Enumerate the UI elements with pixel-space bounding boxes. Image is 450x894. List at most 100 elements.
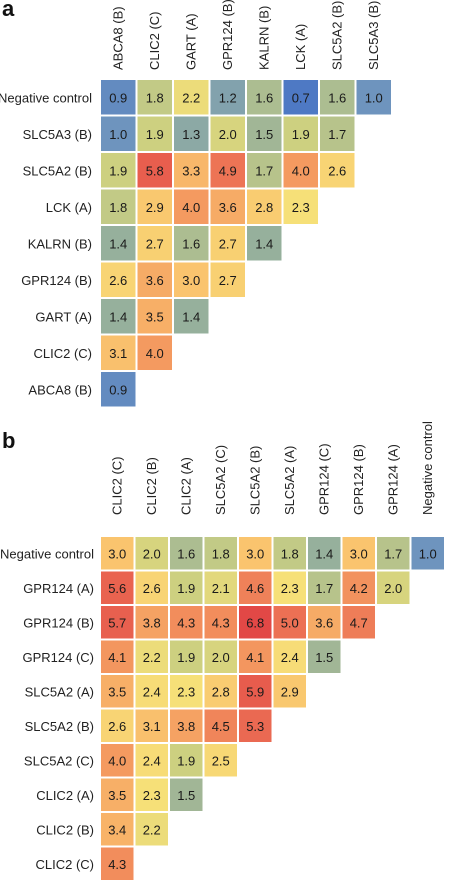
heatmap-cell: [101, 813, 134, 846]
cell-value-label: 3.6: [219, 200, 237, 215]
heatmap-cell: [377, 537, 410, 570]
cell-value-label: 1.7: [315, 581, 333, 596]
heatmap-cell: [135, 675, 168, 708]
heatmap-cell: [210, 116, 245, 151]
heatmap-cell: [170, 778, 203, 811]
cell-value-label: 3.0: [108, 546, 126, 561]
cell-value-label: 5.3: [246, 719, 264, 734]
cell-value-label: 4.3: [177, 615, 195, 630]
row-label: CLIC2 (C): [35, 857, 94, 872]
heatmap-cell: [101, 262, 136, 297]
cell-value-label: 5.8: [146, 163, 164, 178]
cell-value-label: 0.9: [109, 382, 127, 397]
cell-value-label: 1.0: [419, 546, 437, 561]
column-label: CLIC2 (C): [147, 11, 162, 70]
cell-value-label: 1.9: [292, 127, 310, 142]
heatmap-cell: [101, 372, 136, 407]
cell-value-label: 2.4: [281, 650, 299, 665]
cell-value-label: 1.6: [177, 546, 195, 561]
row-label: CLIC2 (C): [33, 346, 92, 361]
cell-value-label: 1.9: [109, 163, 127, 178]
cell-value-label: 4.3: [212, 615, 230, 630]
column-label: KALRN (B): [256, 6, 271, 70]
heatmap-cell: [239, 571, 272, 604]
column-label: GART (A): [183, 13, 198, 70]
cell-value-label: 1.4: [109, 236, 127, 251]
cell-value-label: 3.8: [143, 615, 161, 630]
cell-value-label: 4.1: [246, 650, 264, 665]
heatmap-cell: [283, 116, 318, 151]
row-label: SLC5A2 (B): [25, 719, 94, 734]
heatmap-cell: [204, 537, 237, 570]
heatmap-cell: [283, 153, 318, 188]
cell-value-label: 2.6: [109, 273, 127, 288]
heatmap-cell: [137, 335, 172, 370]
heatmap-cell: [239, 709, 272, 742]
cell-value-label: 1.7: [328, 127, 346, 142]
column-label: SLC5A2 (B): [329, 1, 344, 70]
heatmap-cell: [137, 262, 172, 297]
heatmap-panel-b: CLIC2 (C) CLIC2 (B) CLIC2 (A) SLC5A2 (C) SLC…: [0, 421, 444, 880]
heatmap-cell: [210, 189, 245, 224]
cell-value-label: 1.5: [255, 127, 273, 142]
row-label: SLC5A3 (B): [23, 127, 92, 142]
heatmap-cell: [101, 640, 134, 673]
heatmap-cell: [174, 299, 209, 334]
heatmap-cell: [239, 606, 272, 639]
cell-value-label: 2.5: [212, 753, 230, 768]
heatmap-cell: [204, 606, 237, 639]
heatmap-cell: [273, 571, 306, 604]
row-label: GPR124 (B): [21, 273, 92, 288]
heatmap-cell: [283, 189, 318, 224]
row-label: LCK (A): [46, 200, 92, 215]
heatmap-cell: [342, 537, 375, 570]
row-label: GART (A): [35, 309, 92, 324]
heatmap-cell: [101, 335, 136, 370]
heatmap-cell: [101, 847, 134, 880]
cell-value-label: 3.5: [108, 788, 126, 803]
heatmap-cell: [247, 189, 282, 224]
cell-value-label: 6.8: [246, 615, 264, 630]
heatmap-cell: [411, 537, 444, 570]
heatmap-panel-a: ABCA8 (B) CLIC2 (C) GART (A) GPR124 (B) KALR…: [0, 0, 391, 407]
cell-value-label: 1.6: [182, 236, 200, 251]
cell-value-label: 1.6: [328, 90, 346, 105]
heatmap-cell: [308, 606, 341, 639]
cell-value-label: 2.1: [212, 581, 230, 596]
column-label: CLIC2 (A): [178, 457, 193, 515]
heatmap-cell: [135, 606, 168, 639]
heatmap-cell: [283, 80, 318, 115]
panel-a-letter: a: [2, 0, 15, 21]
cell-value-label: 1.2: [219, 90, 237, 105]
cell-value-label: 3.4: [108, 822, 126, 837]
row-label: SLC5A2 (B): [23, 163, 92, 178]
cell-value-label: 2.0: [219, 127, 237, 142]
cell-value-label: 2.7: [219, 273, 237, 288]
heatmap-cell: [101, 116, 136, 151]
heatmap-cell: [377, 571, 410, 604]
heatmap-cell: [204, 744, 237, 777]
row-label: CLIC2 (A): [36, 788, 94, 803]
row-label: Negative control: [0, 90, 92, 105]
cell-value-label: 3.1: [109, 346, 127, 361]
cell-value-label: 2.9: [281, 684, 299, 699]
cell-value-label: 2.2: [143, 650, 161, 665]
heatmap-cell: [137, 226, 172, 261]
cell-value-label: 5.0: [281, 615, 299, 630]
cell-value-label: 4.0: [182, 200, 200, 215]
heatmap-cell: [174, 116, 209, 151]
column-label: SLC5A2 (C): [213, 445, 228, 515]
heatmap-cell: [170, 571, 203, 604]
row-label: GPR124 (A): [23, 581, 94, 596]
cell-value-label: 2.6: [108, 719, 126, 734]
heatmap-cell: [239, 675, 272, 708]
cell-value-label: 3.0: [350, 546, 368, 561]
panel-b-letter: b: [2, 428, 16, 453]
heatmap-cell: [210, 153, 245, 188]
heatmap-cell: [239, 537, 272, 570]
heatmap-cell: [170, 537, 203, 570]
heatmap-cell: [247, 153, 282, 188]
cell-value-label: 2.6: [328, 163, 346, 178]
cell-value-label: 1.0: [109, 127, 127, 142]
heatmap-cell: [135, 537, 168, 570]
